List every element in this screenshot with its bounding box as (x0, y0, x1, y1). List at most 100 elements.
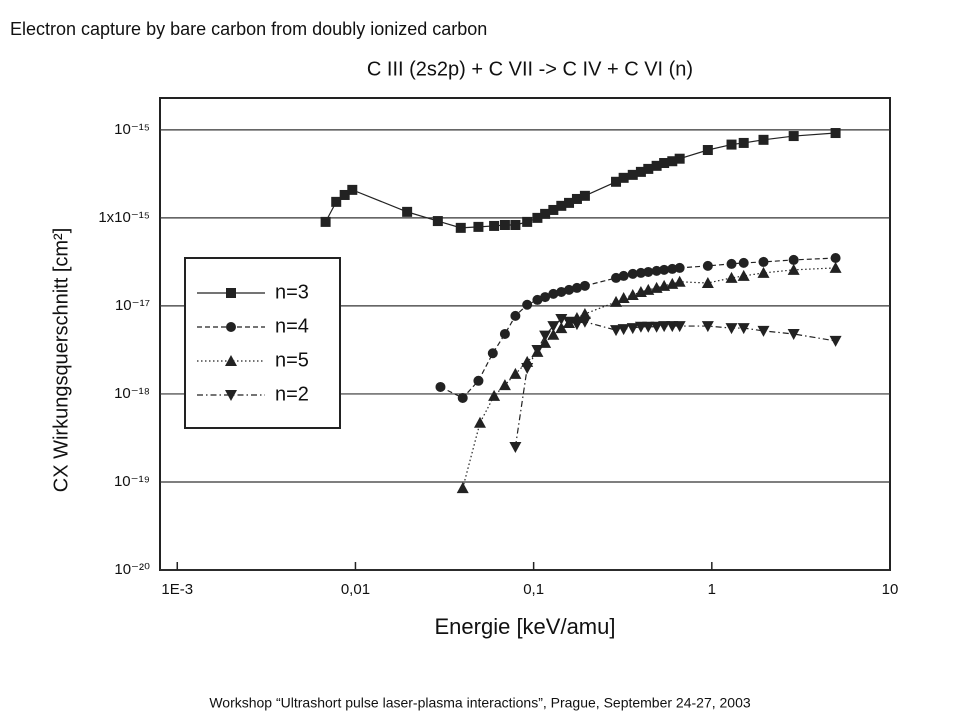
marker (642, 321, 655, 333)
marker (673, 275, 686, 287)
marker (659, 264, 670, 275)
marker (457, 392, 468, 403)
marker (489, 220, 500, 231)
x-tick-label: 0,01 (341, 581, 370, 598)
marker (787, 328, 800, 340)
marker (320, 216, 331, 227)
marker (578, 316, 591, 328)
marker (618, 172, 629, 183)
marker (701, 321, 714, 333)
marker (540, 292, 551, 303)
marker (626, 323, 639, 335)
marker (488, 389, 501, 401)
marker (830, 253, 841, 264)
marker (456, 482, 469, 494)
legend-label: n=3 (275, 281, 309, 303)
marker (651, 265, 662, 276)
marker (667, 156, 678, 167)
x-tick-label: 10 (882, 581, 899, 598)
marker (548, 288, 559, 299)
marker (499, 219, 510, 230)
marker (667, 263, 678, 274)
chart-title: C III (2s2p) + C VII -> C IV + C VI (n) (367, 58, 693, 80)
x-tick-label: 1E-3 (161, 581, 193, 598)
marker (579, 190, 590, 201)
marker (547, 321, 560, 333)
marker (564, 284, 575, 295)
marker (611, 176, 622, 187)
marker (610, 295, 623, 307)
y-tick-label: 10⁻¹⁹ (114, 473, 150, 490)
marker (499, 328, 510, 339)
marker (787, 263, 800, 275)
marker (226, 288, 236, 298)
marker (651, 160, 662, 171)
y-tick-label: 10⁻¹⁷ (115, 297, 150, 314)
marker (555, 322, 568, 334)
y-axis-label: CX Wirkungsquerschnitt [cm²] (50, 228, 72, 493)
y-tick-label: 10⁻²⁰ (114, 561, 150, 578)
marker (610, 325, 623, 337)
marker (702, 260, 713, 271)
marker (571, 282, 582, 293)
legend-label: n=2 (275, 383, 309, 405)
marker (435, 381, 446, 392)
marker (473, 221, 484, 232)
marker (556, 200, 567, 211)
marker (498, 379, 511, 391)
marker (521, 363, 534, 375)
marker (432, 216, 443, 227)
marker (701, 277, 714, 289)
marker (830, 128, 841, 139)
x-tick-label: 1 (708, 581, 716, 598)
marker (635, 166, 646, 177)
marker (635, 267, 646, 278)
marker (509, 441, 522, 453)
marker (473, 375, 484, 386)
marker (531, 344, 544, 356)
marker (226, 322, 236, 332)
marker (522, 216, 533, 227)
marker (788, 131, 799, 142)
marker (487, 348, 498, 359)
marker (510, 310, 521, 321)
marker (473, 416, 486, 428)
marker (532, 294, 543, 305)
series-line (462, 267, 836, 489)
y-tick-label: 1x10⁻¹⁵ (98, 209, 150, 226)
marker (539, 330, 552, 342)
marker (757, 266, 770, 278)
marker (829, 261, 842, 273)
marker (564, 197, 575, 208)
marker (674, 153, 685, 164)
marker (659, 158, 670, 169)
marker (548, 204, 559, 215)
marker (726, 258, 737, 269)
marker (757, 325, 770, 337)
marker (738, 257, 749, 268)
marker (522, 299, 533, 310)
marker (578, 307, 591, 319)
marker (540, 208, 551, 219)
marker (627, 169, 638, 180)
marker (555, 313, 568, 325)
series-line (325, 132, 836, 229)
marker (225, 390, 237, 401)
marker (702, 145, 713, 156)
marker (571, 193, 582, 204)
marker (658, 321, 671, 333)
marker (725, 323, 738, 335)
marker (617, 291, 630, 303)
marker (532, 212, 543, 223)
legend-label: n=4 (275, 315, 309, 337)
marker (643, 266, 654, 277)
marker (331, 196, 342, 207)
series-line (440, 257, 836, 399)
marker (737, 269, 750, 281)
series-line (514, 318, 836, 448)
marker (626, 289, 639, 301)
marker (347, 184, 358, 195)
marker (618, 270, 629, 281)
footer: Workshop “Ultrashort pulse laser-plasma … (209, 695, 751, 711)
